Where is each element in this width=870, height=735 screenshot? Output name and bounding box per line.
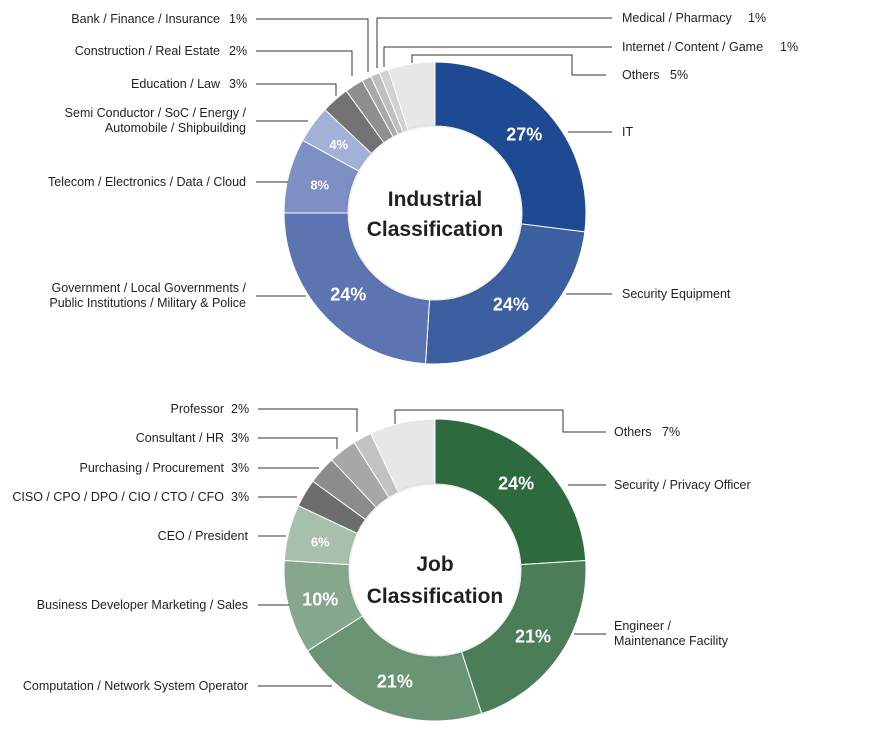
industrial-leader-lines (256, 17, 612, 297)
job-center (346, 481, 524, 659)
callout-education: Education / Law (131, 77, 221, 91)
industrial-slice-label-security-equipment: 24% (493, 295, 529, 315)
industrial-center-hole (349, 127, 521, 299)
industrial-slice-label-semi-conductor-soc-energy-automobile-shipbuilding: 4% (329, 137, 348, 152)
callout-medical: Medical / Pharmacy (622, 11, 733, 25)
industrial-slice-label-it: 27% (506, 124, 542, 144)
callout-professor-pct: 2% (231, 402, 249, 416)
job-callouts: Professor 2% Consultant / HR 3% Purchasi… (12, 402, 750, 693)
callout-internet: Internet / Content / Game (622, 40, 763, 54)
job-title-line2: Classification (367, 585, 504, 608)
job-slice-label-security-privacy-officer: 24% (498, 474, 534, 494)
job-slice-label-computation-network-system-operator: 21% (377, 671, 413, 691)
callout-ciso: CISO / CPO / DPO / CIO / CTO / CFO (12, 490, 224, 504)
callout-education-pct: 3% (229, 77, 247, 91)
callout-consultant: Consultant / HR (136, 431, 224, 445)
job-slice-label-ceo-president: 6% (311, 535, 330, 550)
callout-engineer-line2: Maintenance Facility (614, 634, 729, 648)
callout-telecom: Telecom / Electronics / Data / Cloud (48, 175, 246, 189)
job-donut-chart: Job Classification 24% 21% 21% 10% 6% Profes… (12, 402, 751, 722)
leader-line-education (256, 83, 337, 96)
callout-consultant-pct: 3% (231, 431, 249, 445)
callout-semiconductor-line1: Semi Conductor / SoC / Energy / (65, 106, 247, 120)
job-title-line1: Job (416, 553, 453, 576)
callout-others-1-pct: 5% (670, 68, 688, 82)
callout-semiconductor-line2: Automobile / Shipbuilding (105, 121, 246, 135)
leader-line-internet (383, 46, 612, 67)
leader-line-others-1 (411, 54, 606, 76)
leader-line-others-2 (394, 409, 606, 433)
leader-line-medical (376, 17, 612, 68)
callout-ciso-pct: 3% (231, 490, 249, 504)
industrial-slice-labels: 27% 24% 24% 8% 4% (310, 124, 542, 314)
job-leader-lines (258, 408, 606, 687)
callout-ceo: CEO / President (158, 529, 249, 543)
callout-it: IT (622, 125, 633, 139)
industrial-center (345, 123, 525, 303)
job-center-hole (350, 485, 520, 655)
callout-others-2: Others (614, 425, 652, 439)
job-slice-label-engineer-maintenance-facility: 21% (515, 627, 551, 647)
callout-others-2-pct: 7% (662, 425, 680, 439)
leader-line-bank (256, 18, 369, 72)
industrial-donut-chart: Industrial Classification 27%24%24%8%4% … (48, 11, 798, 365)
callout-security-officer: Security / Privacy Officer (614, 478, 751, 492)
callout-government-line1: Government / Local Governments / (51, 281, 246, 295)
callout-internet-pct: 1% (780, 40, 798, 54)
industrial-slice-label-telecom-electronics-data-cloud: 8% (310, 177, 329, 192)
leader-line-professor (258, 408, 358, 432)
industrial-title-line2: Classification (367, 218, 504, 241)
industrial-callouts: Bank / Finance / Insurance 1% Constructi… (48, 11, 798, 310)
callout-government-line2: Public Institutions / Military & Police (49, 296, 246, 310)
leader-line-construction (256, 50, 353, 76)
callout-bank-pct: 1% (229, 12, 247, 26)
industrial-slices (283, 61, 587, 365)
industrial-title-line1: Industrial (388, 188, 483, 211)
callout-business-developer: Business Developer Marketing / Sales (37, 598, 248, 612)
callout-purchasing: Purchasing / Procurement (79, 461, 224, 475)
callout-medical-pct: 1% (748, 11, 766, 25)
callout-construction-pct: 2% (229, 44, 247, 58)
callout-professor: Professor (171, 402, 225, 416)
callout-purchasing-pct: 3% (231, 461, 249, 475)
callout-engineer-line1: Engineer / (614, 619, 672, 633)
callout-bank: Bank / Finance / Insurance (71, 12, 220, 26)
job-slice-label-business-developer-marketing-sales: 10% (302, 589, 338, 609)
leader-line-consultant (258, 437, 338, 449)
job-slice-labels: 24% 21% 21% 10% 6% (302, 474, 551, 692)
callout-security-equipment: Security Equipment (622, 287, 731, 301)
industrial-slice-label-government-local-governments-public-institutions-military-police: 24% (330, 284, 366, 304)
callout-construction: Construction / Real Estate (75, 44, 220, 58)
callout-others-1: Others (622, 68, 660, 82)
job-slices (283, 418, 587, 722)
callout-computation: Computation / Network System Operator (23, 679, 248, 693)
